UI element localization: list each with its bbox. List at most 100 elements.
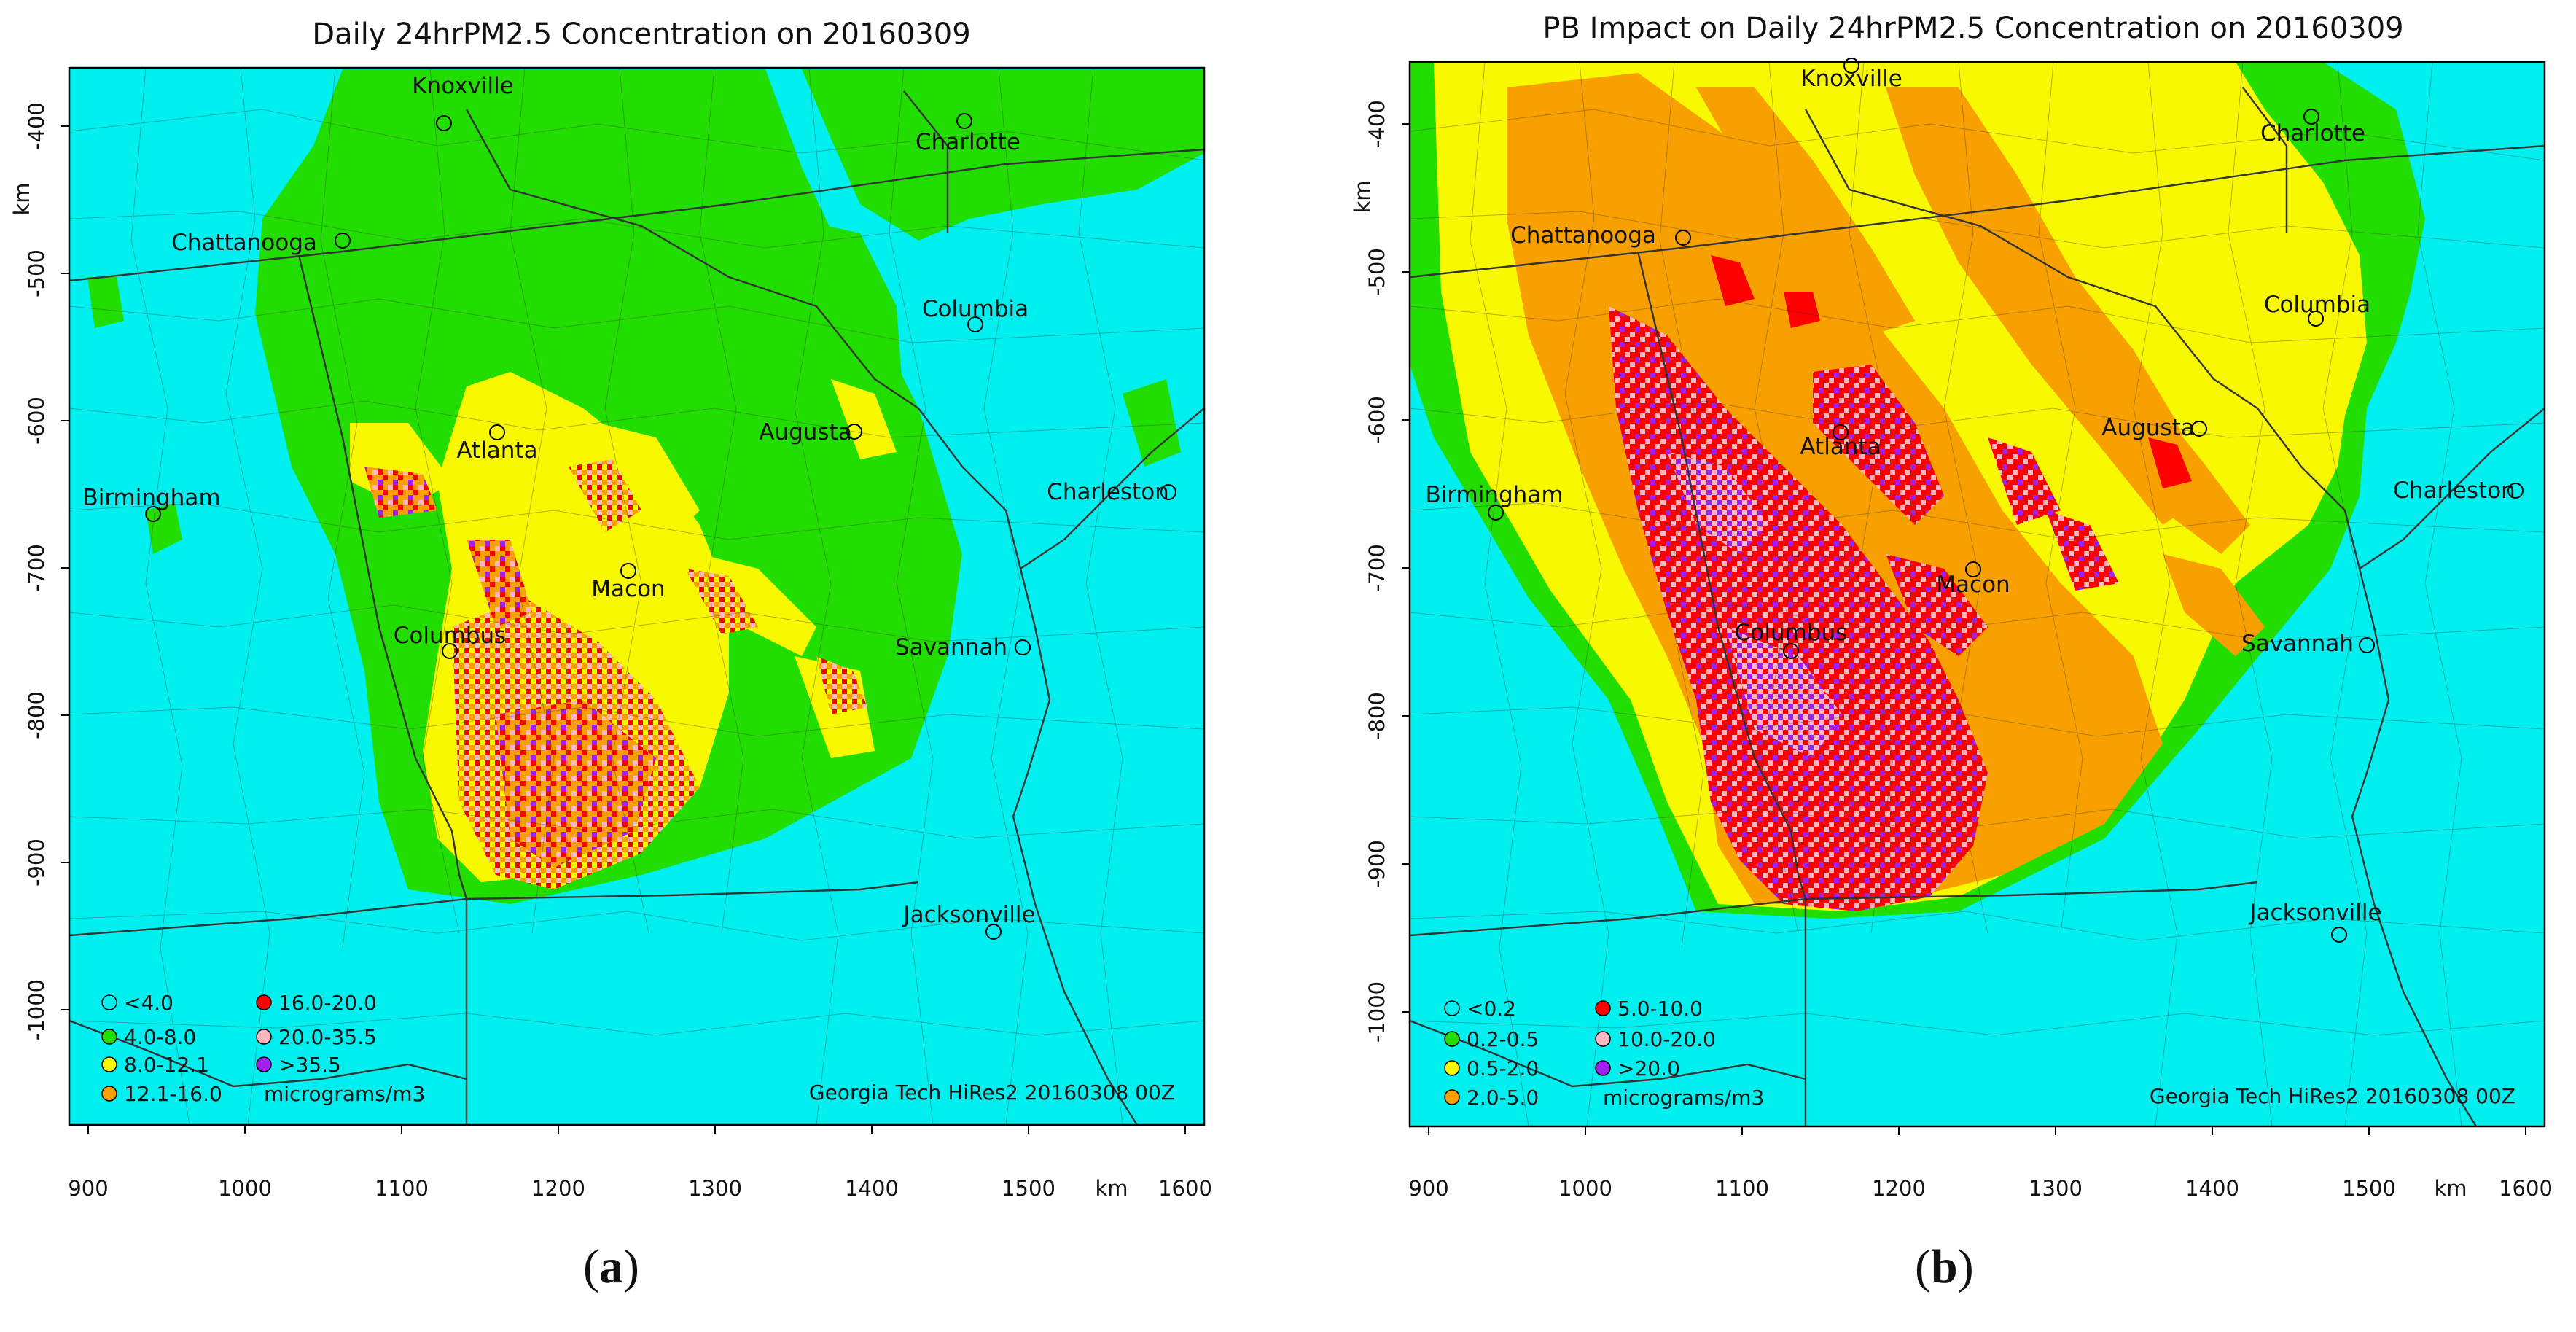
x-axis: 900 1000 1100 1200 1300 1400 1500 1600 k… (1408, 1126, 2553, 1201)
x-tick-label: 1200 (531, 1176, 585, 1201)
city-macon: Macon (1936, 561, 2010, 598)
x-tick-label: 900 (68, 1176, 108, 1201)
city-markers: Knoxville Charlotte Chattanooga Columbia… (1425, 58, 2524, 943)
panel-caption: (b) (1915, 1240, 1974, 1293)
svg-text:Birmingham: Birmingham (82, 485, 220, 511)
x-tick-label: 1000 (218, 1176, 272, 1201)
y-tick-label: -500 (24, 249, 49, 297)
impact-field (1410, 62, 2545, 1126)
city-macon: Macon (591, 563, 666, 602)
svg-text:Augusta: Augusta (2101, 415, 2194, 441)
svg-text:Augusta: Augusta (759, 419, 851, 445)
x-tick-label: 1400 (845, 1176, 899, 1201)
y-tick-label: -700 (1365, 544, 1389, 592)
legend-unit: micrograms/m3 (264, 1082, 425, 1106)
city-knoxville: Knoxville (412, 73, 514, 131)
y-tick-label: -800 (24, 691, 49, 739)
svg-text:Charlotte: Charlotte (2260, 120, 2365, 147)
x-axis: 900 1000 1100 1200 1300 1400 1500 1600 k… (68, 1125, 1212, 1201)
y-axis-unit: km (1350, 180, 1375, 213)
legend-item: 16.0-20.0 (256, 991, 377, 1015)
y-tick-label: -800 (1365, 692, 1389, 740)
svg-text:Columbus: Columbus (394, 623, 507, 649)
svg-text:0.5-2.0: 0.5-2.0 (1467, 1056, 1539, 1080)
map-title: Daily 24hrPM2.5 Concentration on 2016030… (312, 17, 970, 51)
city-columbia: Columbia (2264, 292, 2370, 327)
svg-text:Charleston: Charleston (1047, 479, 1169, 505)
boundaries (69, 68, 1204, 1125)
y-axis: -400 -500 -600 -700 -800 -900 -1000 km (1350, 100, 1410, 1043)
svg-text:8.0-12.1: 8.0-12.1 (124, 1053, 209, 1077)
city-savannah: Savannah (2241, 631, 2375, 657)
y-tick-label: -500 (1365, 248, 1389, 296)
y-axis-unit: km (9, 182, 34, 215)
y-tick-label: -900 (24, 838, 49, 887)
svg-text:Jacksonville: Jacksonville (2248, 900, 2381, 926)
svg-text:Savannah: Savannah (895, 634, 1007, 661)
x-axis-unit: km (1095, 1176, 1128, 1201)
legend-item: 12.1-16.0 (101, 1082, 222, 1106)
svg-text:Charleston: Charleston (2393, 478, 2515, 504)
y-tick-label: -600 (24, 397, 49, 445)
svg-text:Macon: Macon (1936, 572, 2010, 598)
svg-text:Columbia: Columbia (922, 296, 1029, 322)
city-atlanta: Atlanta (456, 424, 538, 464)
x-tick-label: 1300 (688, 1176, 742, 1201)
x-axis-unit: km (2434, 1176, 2467, 1201)
city-jacksonville: Jacksonville (2248, 900, 2382, 943)
county-lines (69, 68, 1204, 1125)
city-columbus: Columbus (1735, 620, 1847, 659)
panel-a: Daily 24hrPM2.5 Concentration on 2016030… (9, 17, 1212, 1293)
state-lines (1410, 87, 2545, 1126)
high-impact-cells (1609, 255, 2192, 911)
legend-item: 8.0-12.1 (101, 1053, 209, 1077)
svg-text:20.0-35.5: 20.0-35.5 (278, 1025, 377, 1049)
svg-text:4.0-8.0: 4.0-8.0 (124, 1025, 196, 1049)
legend-item: >20.0 (1595, 1056, 1680, 1080)
orange-band (1507, 73, 2265, 904)
svg-text:Knoxville: Knoxville (412, 73, 514, 99)
x-tick-label: 1500 (1002, 1176, 1055, 1201)
svg-text:Savannah: Savannah (2241, 631, 2354, 657)
x-tick-label: 1100 (1715, 1176, 1769, 1201)
city-birmingham: Birmingham (1425, 482, 1564, 521)
svg-text:Atlanta: Atlanta (456, 437, 537, 464)
concentration-field (69, 68, 1204, 1125)
svg-text:16.0-20.0: 16.0-20.0 (278, 991, 377, 1015)
x-tick-label: 1400 (2185, 1176, 2239, 1201)
city-augusta: Augusta (759, 419, 862, 445)
svg-text:Jacksonville: Jacksonville (902, 902, 1035, 928)
svg-text:10.0-20.0: 10.0-20.0 (1617, 1027, 1716, 1051)
y-tick-label: -600 (1365, 396, 1389, 444)
y-tick-label: -400 (24, 102, 49, 150)
panel-caption: (a) (583, 1240, 639, 1293)
svg-text:<0.2: <0.2 (1467, 997, 1516, 1021)
svg-text:Knoxville: Knoxville (1800, 66, 1902, 92)
boundaries (1410, 62, 2545, 1126)
svg-text:Macon: Macon (591, 576, 665, 602)
high-concentration-cells (364, 459, 867, 889)
svg-text:Atlanta: Atlanta (1800, 434, 1881, 460)
y-tick-label: -1000 (1365, 981, 1389, 1043)
x-tick-label: 1300 (2029, 1176, 2083, 1201)
city-chattanooga: Chattanooga (1510, 222, 1691, 249)
svg-text:Charlotte: Charlotte (916, 129, 1020, 155)
y-axis: -400 -500 -600 -700 -800 -900 -1000 km (9, 102, 69, 1040)
y-tick-label: -900 (1365, 840, 1389, 888)
model-credit: Georgia Tech HiRes2 20160308 00Z (809, 1080, 1175, 1105)
svg-text:Birmingham: Birmingham (1425, 482, 1563, 508)
legend-item: 2.0-5.0 (1444, 1086, 1539, 1110)
map-frame (1408, 61, 2546, 1128)
svg-text:>35.5: >35.5 (278, 1053, 341, 1077)
x-tick-label: 1600 (1158, 1176, 1212, 1201)
model-credit: Georgia Tech HiRes2 20160308 00Z (2150, 1084, 2515, 1108)
city-charlotte: Charlotte (916, 113, 1020, 155)
city-chattanooga: Chattanooga (171, 230, 351, 256)
city-charleston: Charleston (1047, 479, 1176, 505)
legend-item: 0.5-2.0 (1444, 1056, 1539, 1080)
legend-item: 5.0-10.0 (1595, 997, 1703, 1021)
city-columbus: Columbus (394, 623, 507, 659)
map-frame (68, 66, 1206, 1126)
state-lines (69, 90, 1204, 1125)
panel-b: PB Impact on Daily 24hrPM2.5 Concentrati… (1288, 0, 2576, 1332)
